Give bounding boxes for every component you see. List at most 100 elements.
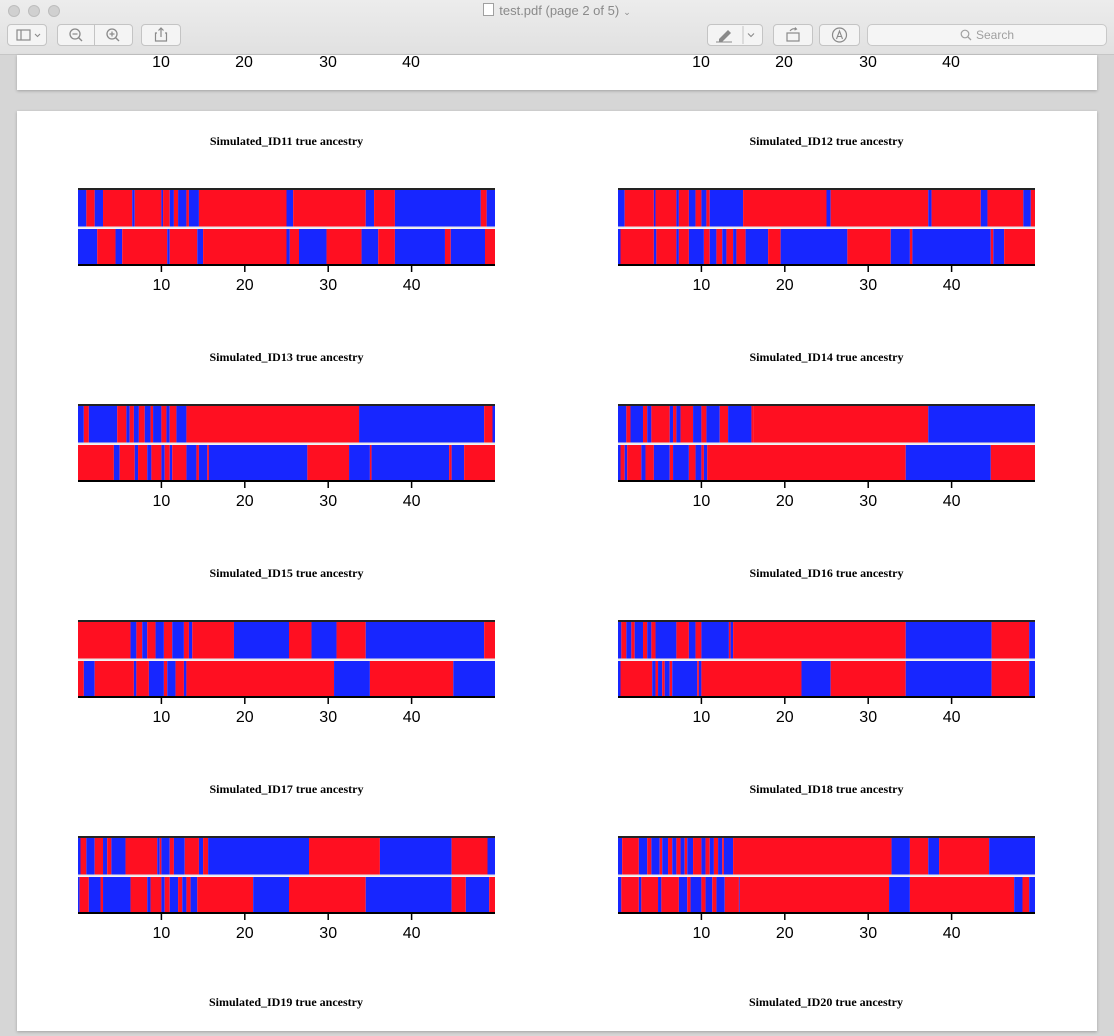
close-window-button[interactable] — [8, 5, 20, 17]
ancestry-segment — [80, 838, 87, 875]
ancestry-segment — [651, 838, 660, 875]
ancestry-segment — [1023, 190, 1031, 227]
sidebar-icon — [16, 29, 41, 41]
ancestry-segment — [693, 838, 702, 875]
ancestry-segment — [989, 838, 1035, 875]
ancestry-segment — [150, 877, 162, 913]
ancestry-segment — [626, 622, 632, 659]
ancestry-segment — [724, 877, 739, 913]
ancestry-segment — [359, 406, 485, 443]
ancestry-charts: Simulated_ID19 true ancestry Simulated_I… — [78, 134, 1035, 1009]
ancestry-segment — [712, 877, 717, 913]
annotate-button[interactable] — [819, 24, 860, 46]
window-title-area[interactable]: test.pdf (page 2 of 5) ⌄ — [0, 3, 1114, 18]
ancestry-segment — [208, 838, 310, 875]
ancestry-segment — [687, 877, 691, 913]
ancestry-segment — [134, 445, 139, 481]
ancestry-segment — [134, 190, 162, 227]
search-field[interactable]: Search — [867, 24, 1107, 46]
ancestry-segment — [621, 622, 627, 659]
ancestry-segment — [97, 229, 116, 265]
ancestry-segment — [622, 838, 639, 875]
ancestry-segment — [676, 229, 679, 265]
ancestry-segment — [208, 445, 308, 481]
x-tick-label: 30 — [319, 493, 337, 510]
zoom-in-button[interactable] — [94, 24, 133, 46]
ancestry-segment — [656, 229, 677, 265]
zoom-out-icon — [69, 28, 83, 42]
ancestry-segment — [678, 229, 689, 265]
ancestry-segment — [203, 229, 287, 265]
ancestry-segment — [188, 190, 199, 227]
ancestry-segment — [698, 661, 702, 697]
chevron-down-icon: ⌄ — [623, 7, 631, 17]
plot-title: Simulated_ID18 true ancestry — [750, 782, 904, 796]
ancestry-segment — [745, 229, 769, 265]
ancestry-segment — [207, 445, 209, 481]
ancestry-segment — [638, 877, 642, 913]
ancestry-segment — [484, 406, 493, 443]
ancestry-segment — [178, 190, 187, 227]
ancestry-segment — [487, 838, 495, 875]
ancestry-segment — [1029, 877, 1035, 913]
ancestry-segment — [830, 661, 906, 697]
ancestry-segment — [197, 229, 204, 265]
ancestry-segment — [693, 406, 702, 443]
ancestry-segment — [701, 877, 706, 913]
tick-label: 20 — [235, 55, 253, 71]
x-tick-label: 20 — [236, 709, 254, 726]
ancestry-segment — [78, 229, 98, 265]
zoom-window-button[interactable] — [48, 5, 60, 17]
ancestry-segment — [147, 877, 151, 913]
ancestry-segment — [336, 622, 366, 659]
ancestry-segment — [169, 190, 174, 227]
ancestry-segment — [688, 445, 696, 481]
ancestry-segment — [990, 445, 1035, 481]
ancestry-segment — [643, 622, 648, 659]
ancestry-segment — [161, 838, 170, 875]
ancestry-segment — [183, 661, 187, 697]
x-tick-label: 20 — [776, 925, 794, 942]
x-tick-label: 10 — [693, 493, 711, 510]
plot-title-id20: Simulated_ID20 true ancestry — [749, 995, 903, 1009]
share-button[interactable] — [141, 24, 181, 46]
x-tick-label: 10 — [153, 925, 171, 942]
ancestry-segment — [990, 229, 994, 265]
sidebar-toggle-button[interactable] — [7, 24, 47, 46]
ancestry-segment — [652, 661, 656, 697]
ancestry-segment — [618, 445, 621, 481]
ancestry-segment — [1029, 622, 1035, 659]
ancestry-segment — [198, 445, 208, 481]
ancestry-segment — [167, 229, 170, 265]
ancestry-segment — [186, 445, 197, 481]
ancestry-plot: Simulated_ID17 true ancestry 10 20 30 40 — [78, 782, 495, 942]
ancestry-segment — [680, 406, 694, 443]
x-tick-label: 30 — [319, 277, 337, 294]
ancestry-segment — [705, 838, 710, 875]
x-tick-label: 20 — [236, 493, 254, 510]
ancestry-segment — [78, 838, 81, 875]
ancestry-segment — [489, 877, 495, 913]
zoom-out-button[interactable] — [57, 24, 95, 46]
ancestry-segment — [905, 445, 991, 481]
ancestry-segment — [655, 190, 677, 227]
ancestry-segment — [638, 838, 648, 875]
ancestry-segment — [618, 190, 625, 227]
ancestry-segment — [163, 622, 173, 659]
markup-button[interactable] — [707, 24, 763, 46]
ancestry-segment — [464, 445, 495, 481]
minimize-window-button[interactable] — [28, 5, 40, 17]
ancestry-segment — [662, 838, 669, 875]
previous-page-axes: 10 20 30 40 10 20 30 40 — [152, 54, 960, 71]
ancestry-segment — [645, 445, 654, 481]
x-tick-label: 40 — [943, 925, 961, 942]
x-tick-label: 10 — [153, 709, 171, 726]
ancestry-segment — [365, 190, 375, 227]
ancestry-segment — [621, 877, 639, 913]
ancestry-segment — [1030, 190, 1035, 227]
x-tick-label: 10 — [693, 709, 711, 726]
rotate-button[interactable] — [773, 24, 813, 46]
ancestry-segment — [713, 838, 719, 875]
ancestry-segment — [701, 445, 704, 481]
ancestry-segment — [86, 838, 95, 875]
